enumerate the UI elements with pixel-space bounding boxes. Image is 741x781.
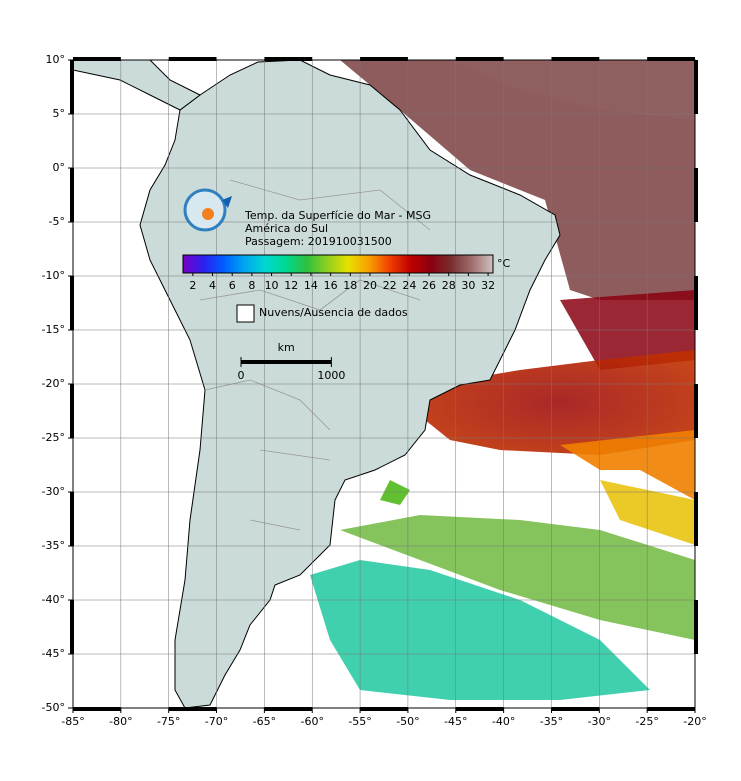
colorbar-tick-label: 30	[461, 279, 475, 292]
frame: -85° -80° -75° -70° -65° -60° -55° -50° -45° -40°…	[42, 53, 707, 728]
scale-bar-label: 1000	[317, 369, 345, 382]
frame-segment	[647, 57, 695, 61]
frame-segment	[694, 492, 698, 546]
y-tick-label: -35°	[42, 539, 65, 552]
y-tick-label: -25°	[42, 431, 65, 444]
colorbar-tick-label: 20	[363, 279, 377, 292]
colorbar: 2 4 6 8 10 12 14 16 18 20 22 24 26 28 30 32	[182, 254, 495, 292]
colorbar-tick-label: 26	[422, 279, 436, 292]
x-tick-label: -50°	[396, 715, 419, 728]
colorbar-tick-label: 8	[248, 279, 255, 292]
title-line: Temp. da Superfície do Mar - MSG	[244, 209, 431, 222]
x-tick-label: -70°	[205, 715, 228, 728]
sst-yellow	[600, 480, 695, 545]
x-tick-label: -75°	[157, 715, 180, 728]
x-tick-label: -65°	[253, 715, 276, 728]
frame-segment	[694, 60, 698, 114]
sst-warm-north	[340, 60, 695, 300]
y-tick-label: 10°	[46, 53, 66, 66]
y-tick-label: -30°	[42, 485, 65, 498]
y-tick-label: -50°	[42, 701, 65, 714]
colorbar-ramp	[182, 254, 494, 274]
frame-segment	[455, 57, 504, 61]
colorbar-tick-label: 32	[481, 279, 495, 292]
central-america	[73, 60, 201, 111]
sst-orange	[560, 430, 695, 500]
title-line: América do Sul	[245, 222, 328, 235]
grid	[72, 59, 696, 709]
frame-segment	[694, 168, 698, 222]
frame-segment	[694, 600, 698, 654]
y-tick-label: -15°	[42, 323, 65, 336]
colorbar-tick-label: 12	[284, 279, 298, 292]
x-tick-label: -60°	[300, 715, 323, 728]
frame-segment	[551, 707, 600, 711]
frame-segment	[647, 707, 695, 711]
sst-north-edge	[450, 60, 695, 120]
scale-bar-unit: km	[278, 341, 295, 354]
colorbar-unit: °C	[497, 257, 511, 270]
x-tick-label: -55°	[348, 715, 371, 728]
y-tick-label: -20°	[42, 377, 65, 390]
scale-bar: 0 1000 km	[238, 341, 346, 382]
logo	[183, 188, 232, 232]
colorbar-tick-label: 18	[343, 279, 357, 292]
y-tick-label: 5°	[53, 107, 66, 120]
x-tick-label: -25°	[635, 715, 658, 728]
borders	[199, 179, 431, 531]
frame-segment	[70, 384, 74, 438]
y-tick-label: -40°	[42, 593, 65, 606]
frame-segment	[168, 57, 217, 61]
frame-segment	[360, 707, 408, 711]
frame-segment	[70, 600, 74, 654]
x-tick-label: -35°	[540, 715, 563, 728]
x-tick-label: -45°	[444, 715, 467, 728]
colorbar-tick-label: 10	[265, 279, 279, 292]
scale-bar-bar	[241, 360, 332, 364]
sst-cyan	[310, 560, 650, 700]
frame-segment	[455, 707, 504, 711]
frame-segment	[70, 492, 74, 546]
colorbar-tick-label: 2	[189, 279, 196, 292]
frame-segment	[551, 57, 600, 61]
title-line: Passagem: 201910031500	[245, 235, 392, 248]
frame-segment	[73, 57, 121, 61]
colorbar-tick-label: 16	[324, 279, 338, 292]
x-tick-label: -20°	[683, 715, 706, 728]
frame-segment	[264, 707, 313, 711]
frame-segment	[360, 57, 408, 61]
frame-segment	[70, 276, 74, 330]
y-tick-label: -45°	[42, 647, 65, 660]
y-tick-label: -5°	[49, 215, 65, 228]
x-tick-label: -40°	[492, 715, 515, 728]
colorbar-tick-label: 4	[209, 279, 216, 292]
frame-segment	[168, 707, 217, 711]
frame-segment	[70, 168, 74, 222]
y-tick-label: -10°	[42, 269, 65, 282]
colorbar-tick-label: 22	[383, 279, 397, 292]
x-tick-label: -85°	[61, 715, 84, 728]
colorbar-tick-label: 14	[304, 279, 318, 292]
sst-red	[425, 350, 695, 455]
x-tick-label: -80°	[109, 715, 132, 728]
x-tick-label: -30°	[588, 715, 611, 728]
colorbar-tick-label: 28	[442, 279, 456, 292]
colorbar-tick-label: 6	[229, 279, 236, 292]
sst-patch	[380, 480, 410, 505]
frame-segment	[70, 60, 74, 114]
legend-swatch	[236, 304, 255, 323]
y-tick-label: 0°	[53, 161, 66, 174]
frame-segment	[264, 57, 313, 61]
frame-segment	[694, 384, 698, 438]
colorbar-tick-label: 24	[402, 279, 416, 292]
legend-label: Nuvens/Ausencia de dados	[259, 306, 408, 319]
frame-segment	[73, 707, 121, 711]
scale-bar-label: 0	[238, 369, 245, 382]
frame-segment	[694, 276, 698, 330]
